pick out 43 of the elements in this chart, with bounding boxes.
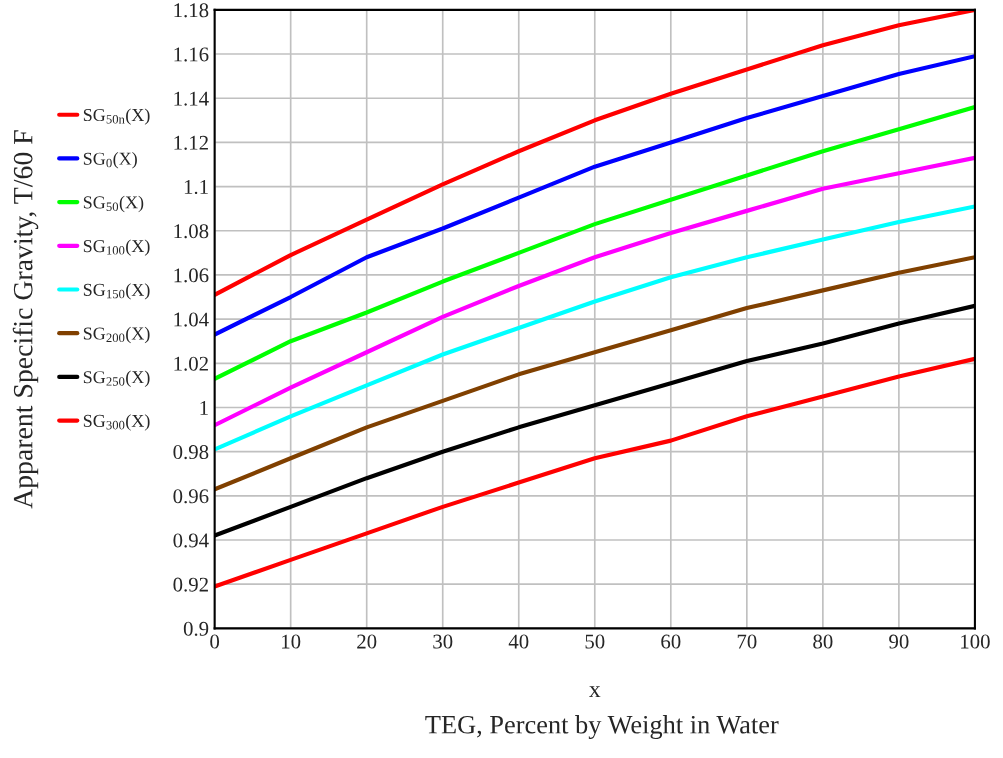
text: TEG, Percent by Weight in Water (425, 715, 779, 740)
line-series (214, 54, 975, 337)
legend-label: SG$_{250}$(X) (83, 370, 150, 387)
y-tick-label: 0.98 (173, 445, 209, 460)
legend-label: SG$_{0}$(X) (83, 152, 137, 169)
line-series (214, 104, 975, 381)
x-tick-label: 80 (813, 634, 833, 649)
y-tick-label: 1.08 (174, 224, 209, 239)
x-tick-label: 20 (357, 634, 377, 649)
legend-label: SG$_{100}$(X) (83, 239, 150, 256)
y-tick-label: 0.92 (173, 577, 208, 592)
x-tick-label: 60 (661, 634, 681, 649)
y-tick-label: 0.9 (183, 621, 209, 636)
y-tick-label: 1.16 (174, 47, 209, 62)
x-tick-label: 30 (433, 634, 453, 649)
x-tick-label: 10 (282, 634, 301, 649)
y-tick-label: 1.04 (174, 312, 209, 327)
line-series (214, 204, 975, 452)
x-tick-label: 100 (961, 634, 990, 649)
legend-label: SG$_{300}$(X) (83, 414, 150, 431)
x-tick-label: 90 (889, 634, 909, 649)
legend-label: SG$_{50n}$(X) (83, 108, 150, 125)
x-tick-label: 50 (585, 634, 605, 649)
x-tick-label: 40 (508, 634, 529, 649)
x-tick-label: 70 (737, 634, 757, 649)
y-tick-label: 0.94 (173, 533, 209, 548)
line-series (214, 356, 975, 589)
y-tick-label: 1.02 (174, 356, 208, 371)
line-series (214, 255, 975, 492)
legend-label: SG$_{150}$(X) (83, 283, 150, 300)
y-tick-label: 1.14 (174, 91, 209, 106)
legend-label: SG$_{200}$(X) (83, 326, 150, 344)
y-tick-label: 1.12 (174, 135, 208, 150)
y-tick-label: 1.06 (174, 268, 209, 283)
y-tick-label: 1 (200, 400, 208, 415)
x-axis-title: x (589, 686, 601, 697)
line-series (214, 155, 975, 428)
y-tick-label: 0.96 (173, 489, 209, 504)
y-tick-label: 1.1 (184, 180, 208, 195)
legend-label: SG$_{50}$(X) (83, 195, 144, 213)
y-axis-title: Apparent Specific Gravity, T/60 F (12, 130, 39, 509)
y-tick-label: 1.18 (174, 3, 209, 18)
x-tick-label: 0 (210, 634, 220, 649)
